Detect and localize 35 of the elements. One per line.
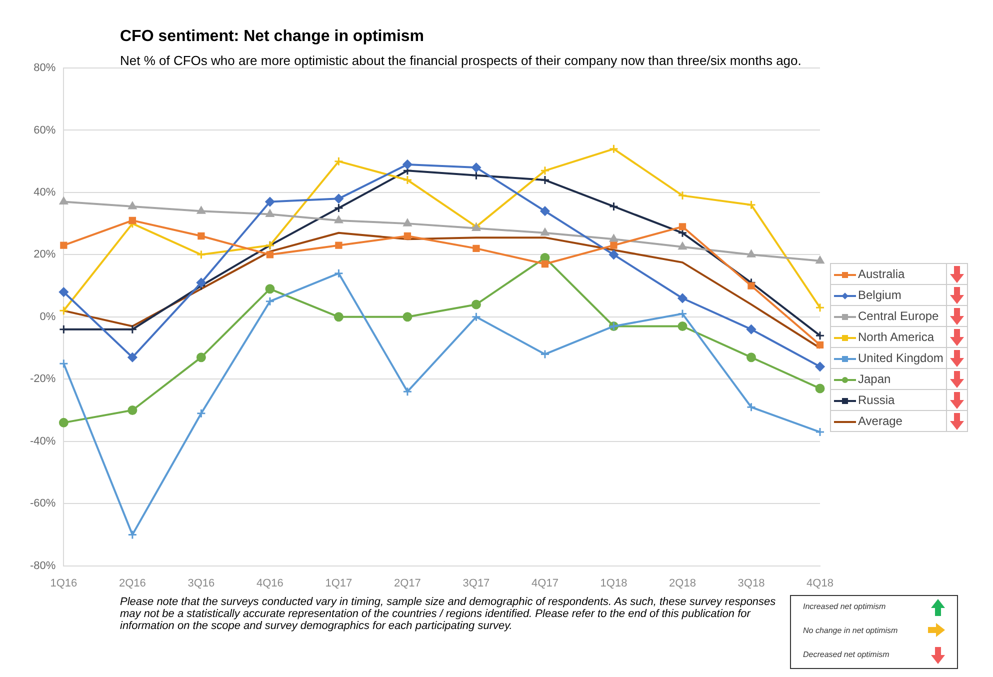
x-tick-label: 2Q17 bbox=[394, 577, 421, 590]
x-tick-label: 4Q17 bbox=[532, 577, 558, 590]
y-tick-label: 80% bbox=[34, 62, 56, 74]
x-tick-label: 3Q16 bbox=[188, 577, 215, 590]
y-tick-label: 60% bbox=[34, 124, 56, 136]
legend-label: United Kingdom bbox=[858, 351, 944, 365]
y-tick-label: -40% bbox=[30, 435, 56, 448]
legend-label: Russia bbox=[858, 393, 895, 407]
x-tick-label: 3Q18 bbox=[738, 577, 765, 590]
legend-label: Japan bbox=[858, 372, 891, 386]
x-tick-label: 2Q16 bbox=[118, 577, 146, 590]
y-tick-label: -20% bbox=[30, 373, 56, 386]
x-tick-label: 4Q16 bbox=[256, 577, 284, 590]
text: Please note that the surveys conducted vary in timing, sample size and demographic of respondents. As such, these survey responses may not be a statistically accurate representation of the countries / regions identified. Please refer to the end of this publication for information on the scope and survey demographics for each participating survey. bbox=[120, 596, 777, 632]
y-tick-label: 40% bbox=[34, 186, 56, 198]
x-tick-label: 3Q17 bbox=[462, 577, 490, 590]
text: No change in net optimism bbox=[803, 626, 898, 635]
legend-label: Australia bbox=[858, 267, 905, 281]
y-tick-label: 0% bbox=[40, 310, 56, 323]
y-tick-label: -80% bbox=[30, 560, 56, 572]
text: Decreased net optimism bbox=[803, 650, 890, 659]
chart-title: CFO sentiment: Net change in optimism bbox=[120, 28, 424, 46]
legend-label: Average bbox=[858, 414, 902, 428]
x-tick-label: 1Q18 bbox=[600, 577, 628, 590]
y-tick-label: -60% bbox=[30, 498, 56, 510]
legend-label: Belgium bbox=[858, 288, 902, 302]
x-tick-label: 1Q16 bbox=[50, 577, 78, 590]
text: Increased net optimism bbox=[803, 602, 886, 611]
x-tick-label: 4Q18 bbox=[806, 577, 834, 590]
x-tick-label: 2Q18 bbox=[669, 577, 696, 590]
legend-label: Central Europe bbox=[858, 309, 939, 323]
legend-label: North America bbox=[858, 330, 934, 344]
y-tick-label: 20% bbox=[34, 248, 56, 261]
x-tick-label: 1Q17 bbox=[325, 577, 352, 590]
chart-subtitle: Net % of CFOs who are more optimistic about the financial prospects of their company now than three/six months ago. bbox=[120, 53, 802, 68]
